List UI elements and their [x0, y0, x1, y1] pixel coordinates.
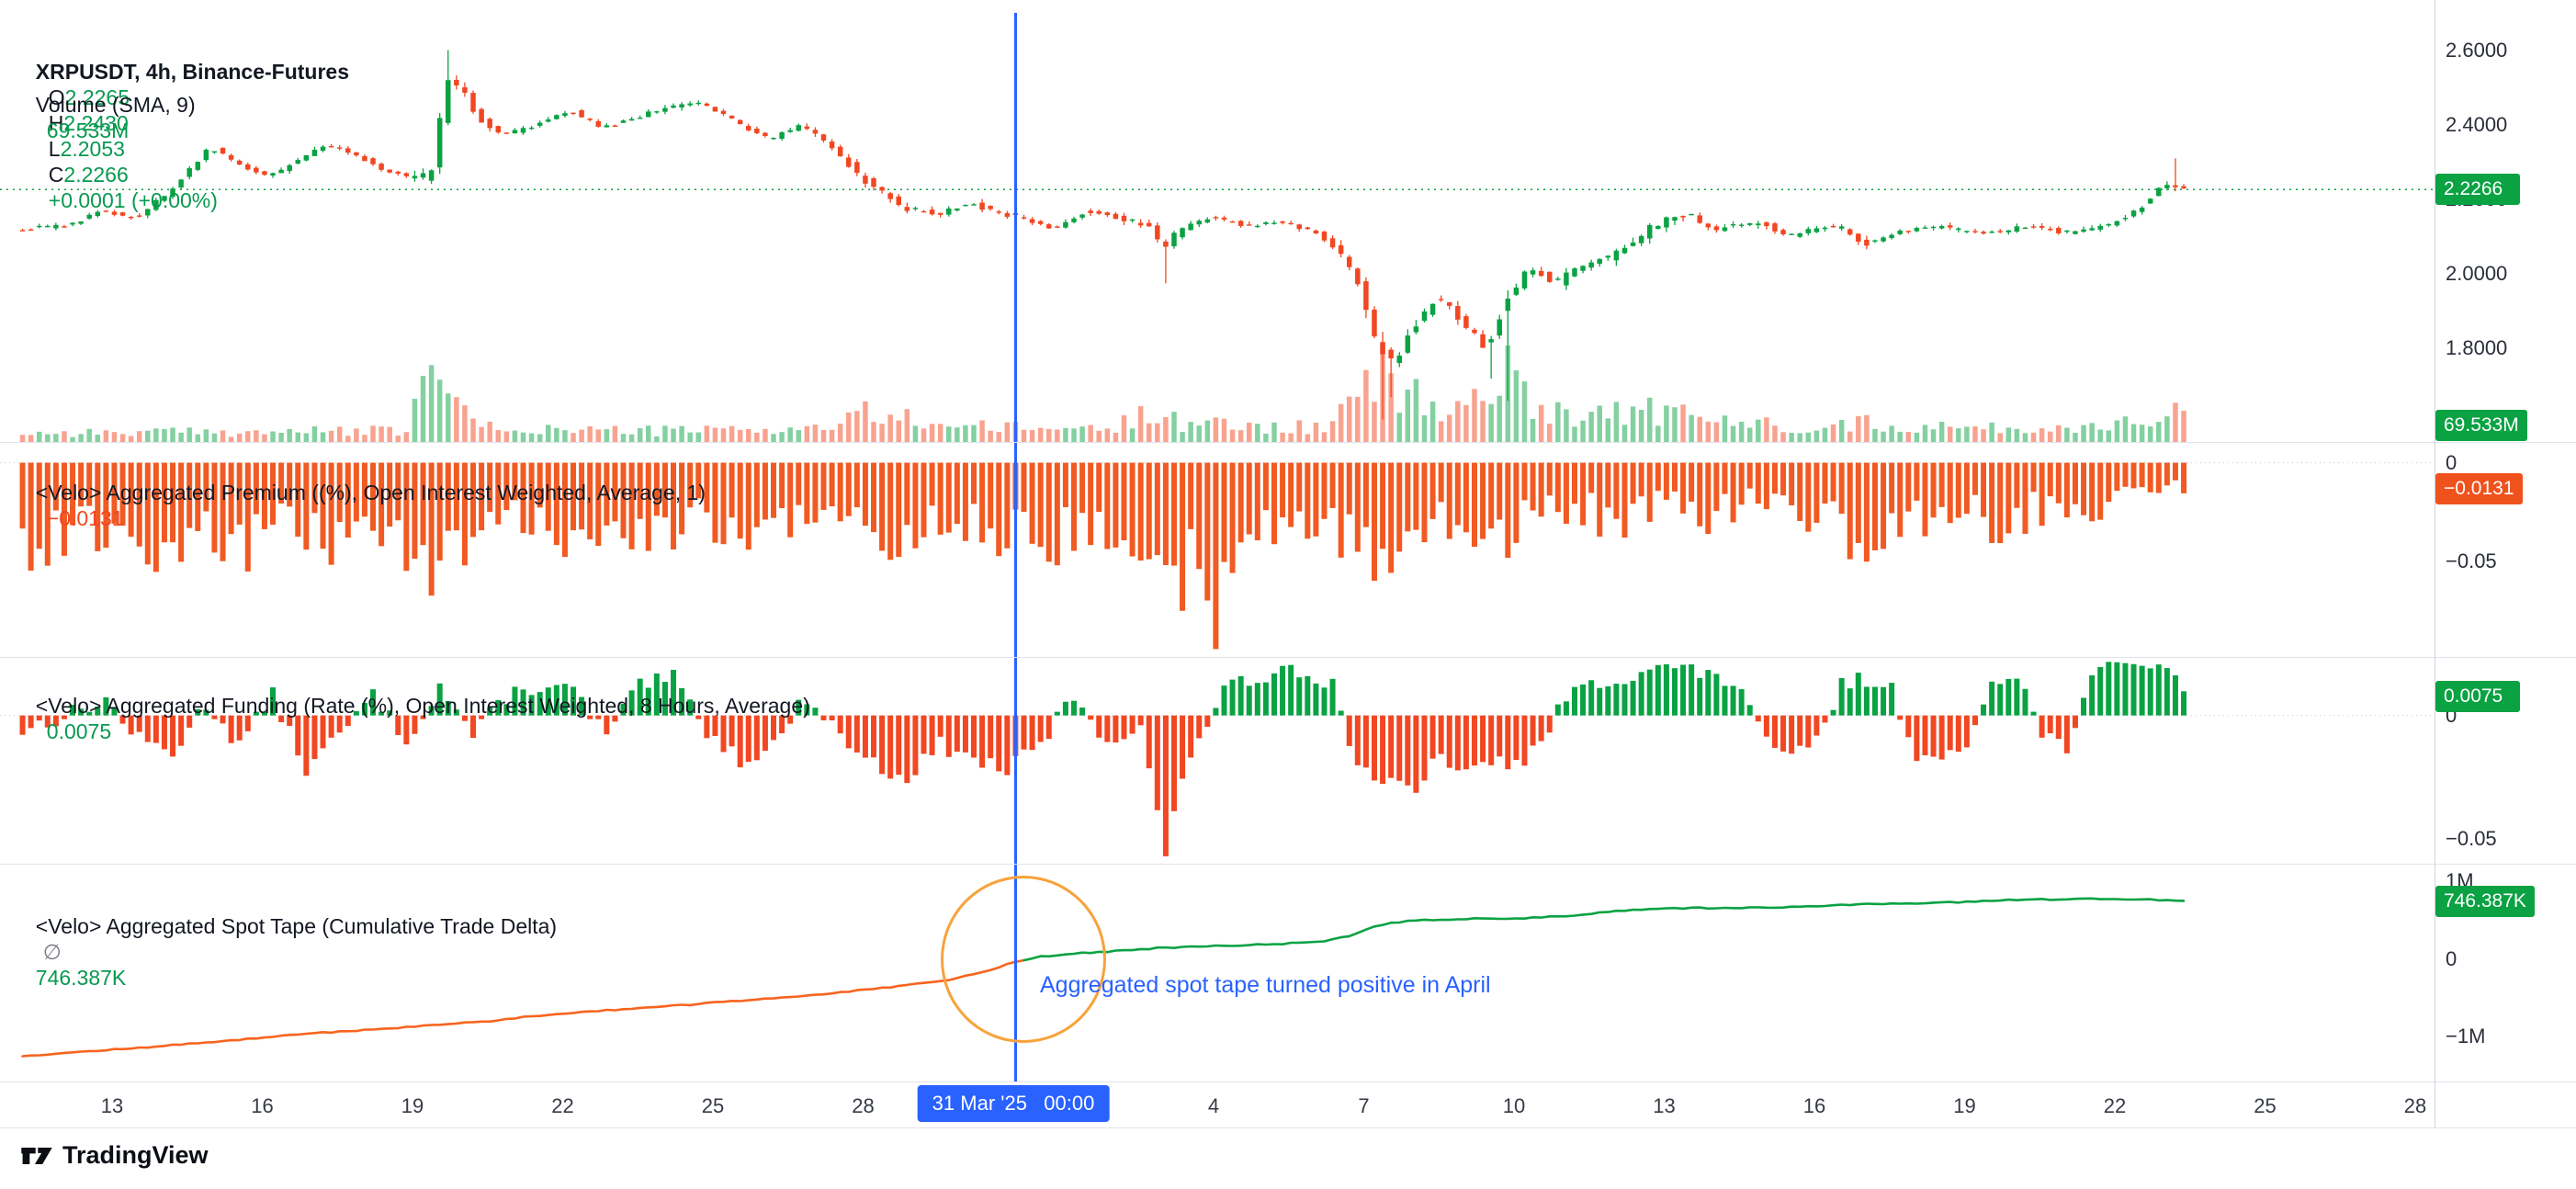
funding-header: <Velo> Aggregated Funding (Rate (%), Ope… — [24, 667, 810, 744]
symbol-header: XRPUSDT, 4h, Binance-Futures O2.2265 H2.… — [24, 33, 349, 213]
premium-value: −0.0131 — [46, 506, 124, 530]
annotation-text[interactable]: Aggregated spot tape turned positive in … — [1040, 972, 1491, 998]
time-axis-label: 22 — [2103, 1094, 2127, 1117]
spot-value: 746.387K — [35, 966, 127, 990]
close-value: 2.2266 — [63, 163, 129, 187]
time-axis-label: 25 — [2254, 1094, 2277, 1117]
last-price-badge: 2.2266 — [2435, 174, 2520, 206]
change-value: +0.0001 (+0.00%) — [48, 188, 218, 212]
funding-value-badge: 0.0075 — [2435, 681, 2520, 713]
low-value: 2.2053 — [60, 137, 125, 161]
funding-value: 0.0075 — [46, 719, 112, 743]
high-value: 2.2430 — [63, 111, 129, 135]
pane-separator[interactable] — [0, 864, 2576, 865]
open-value: 2.2265 — [64, 85, 130, 109]
time-axis-label: 25 — [701, 1094, 725, 1117]
spot-value-badge: 746.387K — [2435, 885, 2535, 917]
spot-tape-pane-chart[interactable] — [0, 865, 2435, 1081]
price-pane-chart[interactable] — [0, 13, 2435, 442]
time-axis-label: 16 — [251, 1094, 274, 1117]
tradingview-logo[interactable]: TradingView — [20, 1141, 209, 1170]
tradingview-logo-icon — [21, 1147, 52, 1164]
time-axis-label: 19 — [401, 1094, 424, 1117]
symbol-title: XRPUSDT, 4h, Binance-Futures — [35, 60, 350, 84]
low-label: L — [48, 137, 61, 161]
funding-indicator-title: <Velo> Aggregated Funding (Rate (%), Ope… — [35, 694, 810, 718]
close-label: C — [48, 163, 64, 187]
volume-badge: 69.533M — [2435, 410, 2527, 441]
axis-tick-label: 0 — [2446, 450, 2457, 474]
open-label: O — [48, 85, 65, 109]
bottom-separator — [0, 1127, 2576, 1128]
time-axis-label: 7 — [1358, 1094, 1370, 1117]
axis-tick-label: −0.05 — [2446, 827, 2497, 851]
time-axis-label: 4 — [1207, 1094, 1220, 1117]
axis-tick-label: 1.8000 — [2446, 336, 2508, 360]
time-axis-label: 10 — [1502, 1094, 1526, 1117]
time-axis-label: 19 — [1953, 1094, 1976, 1117]
high-label: H — [48, 111, 64, 135]
time-axis-label: 28 — [2403, 1094, 2427, 1117]
spot-indicator-title: <Velo> Aggregated Spot Tape (Cumulative … — [35, 914, 558, 938]
axis-tick-label: −1M — [2446, 1025, 2486, 1048]
premium-value-badge: −0.0131 — [2435, 472, 2523, 504]
axis-tick-label: 0 — [2446, 946, 2457, 970]
premium-pane-chart[interactable] — [0, 443, 2435, 657]
time-axis-label: 22 — [551, 1094, 574, 1117]
tradingview-logo-text: TradingView — [62, 1141, 209, 1169]
axis-tick-label: 2.6000 — [2446, 38, 2508, 62]
annotation-circle[interactable] — [941, 876, 1106, 1043]
premium-indicator-title: <Velo> Aggregated Premium ((%), Open Int… — [35, 481, 706, 504]
pane-separator[interactable] — [0, 442, 2576, 443]
time-axis-label: 28 — [852, 1094, 875, 1117]
volume-header: Volume (SMA, 9) 69.533M — [24, 66, 196, 143]
time-axis-label: 16 — [1802, 1094, 1826, 1117]
pane-separator[interactable] — [0, 657, 2576, 658]
funding-pane-chart[interactable] — [0, 658, 2435, 864]
spot-tape-header: <Velo> Aggregated Spot Tape (Cumulative … — [24, 888, 557, 991]
volume-indicator-title: Volume (SMA, 9) — [35, 93, 196, 117]
average-symbol-icon: ∅ — [42, 940, 62, 964]
time-axis-separator — [0, 1081, 2576, 1082]
crosshair-date-badge: 31 Mar '25 00:00 — [917, 1085, 1110, 1122]
time-axis-label: 13 — [100, 1094, 124, 1117]
crosshair-vertical-line — [1013, 13, 1017, 1081]
premium-header: <Velo> Aggregated Premium ((%), Open Int… — [24, 454, 706, 531]
axis-tick-label: 2.4000 — [2446, 112, 2508, 136]
axis-tick-label: −0.05 — [2446, 549, 2497, 573]
axis-tick-label: 2.0000 — [2446, 262, 2508, 286]
volume-value: 69.533M — [46, 119, 130, 142]
time-axis-label: 13 — [1653, 1094, 1676, 1117]
